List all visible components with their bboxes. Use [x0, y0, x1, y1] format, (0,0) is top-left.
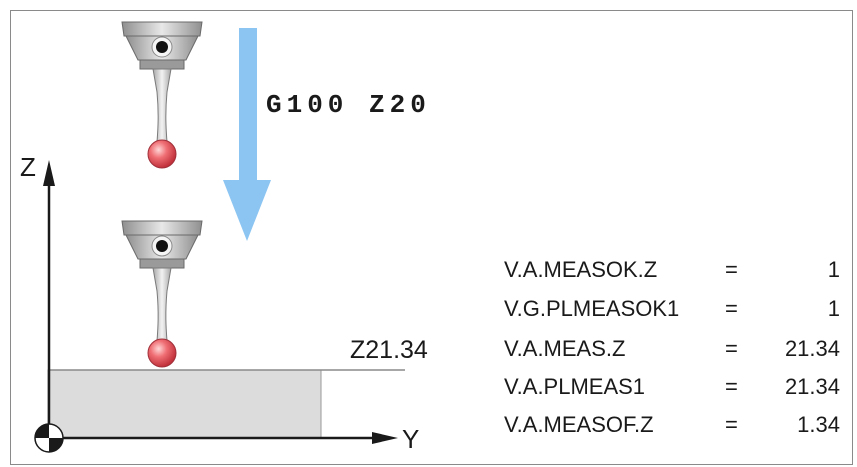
- variable-row: V.A.MEASOF.Z = 1.34: [504, 412, 840, 442]
- variable-value: 1.34: [797, 412, 840, 437]
- variable-value: 21.34: [784, 374, 840, 399]
- variable-equals: =: [725, 374, 738, 399]
- variable-equals: =: [725, 412, 738, 437]
- variable-equals: =: [725, 296, 738, 321]
- variable-equals: =: [725, 336, 738, 361]
- z-axis-arrow-icon: [43, 160, 55, 186]
- z-axis-label: Z: [20, 152, 36, 182]
- variable-value: 21.34: [784, 336, 840, 361]
- origin-marker-icon: [34, 423, 64, 453]
- variable-row: V.A.MEAS.Z = 21.34: [504, 336, 840, 366]
- variable-name: V.A.MEASOK.Z: [504, 257, 658, 282]
- probe-touch-icon: [121, 220, 203, 368]
- command-label: G100 Z20: [266, 90, 431, 120]
- y-axis-label: Y: [402, 424, 420, 454]
- y-axis-arrow-icon: [372, 432, 398, 444]
- measured-position-label: Z21.34: [350, 336, 428, 364]
- variable-value: 1: [827, 296, 840, 321]
- variable-name: V.A.MEASOF.Z: [504, 412, 654, 437]
- probe-start-icon: [121, 21, 203, 169]
- workpiece: [47, 369, 322, 439]
- variable-row: V.G.PLMEASOK1 = 1: [504, 296, 840, 326]
- variable-row: V.A.PLMEAS1 = 21.34: [504, 374, 840, 404]
- variable-equals: =: [725, 257, 738, 282]
- move-down-arrow-icon: [223, 28, 271, 241]
- variable-name: V.A.MEAS.Z: [504, 336, 626, 361]
- variable-name: V.A.PLMEAS1: [504, 374, 646, 399]
- variable-value: 1: [827, 257, 840, 282]
- variable-row: V.A.MEASOK.Z = 1: [504, 257, 840, 287]
- variable-name: V.G.PLMEASOK1: [504, 296, 680, 321]
